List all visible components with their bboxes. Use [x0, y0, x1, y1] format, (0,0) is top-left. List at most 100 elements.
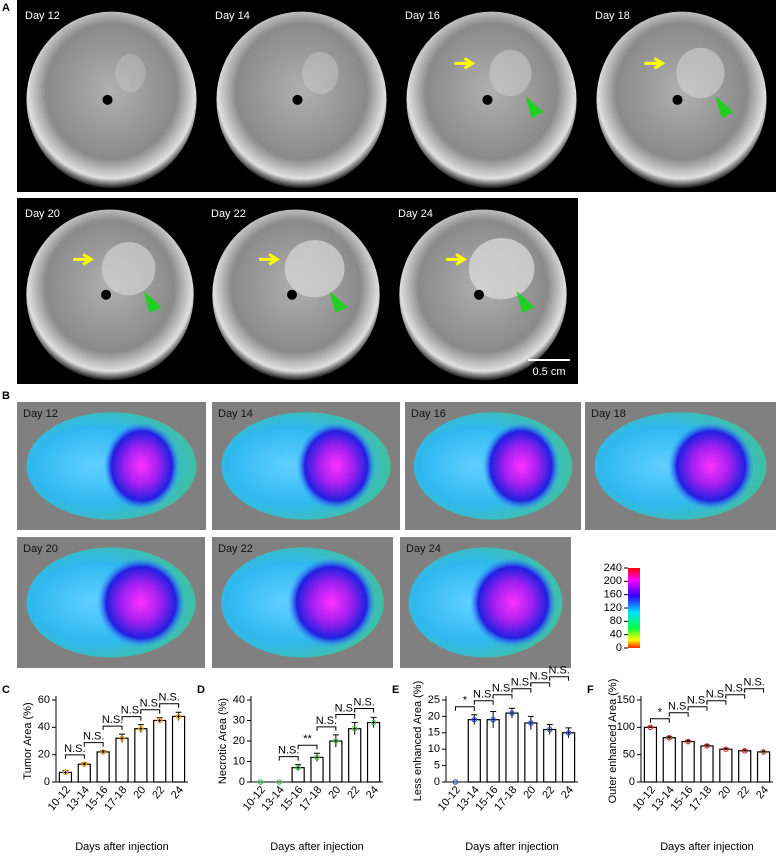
x-tick-label: 22 — [150, 784, 167, 801]
bar — [505, 712, 519, 783]
map-tumor — [103, 422, 180, 510]
data-point — [509, 710, 515, 716]
sig-bracket — [335, 714, 356, 719]
arrowhead — [715, 96, 734, 118]
mri-tumor — [302, 51, 339, 95]
map-tumor — [296, 422, 376, 510]
day-label: Day 22 — [211, 208, 246, 220]
sig-label: * — [658, 707, 663, 719]
sig-label: * — [463, 695, 468, 707]
data-point — [741, 748, 748, 754]
error-bar — [509, 707, 515, 719]
sig-bracket — [121, 716, 142, 721]
panel-label: A — [2, 2, 10, 14]
sig-label: N.S. — [121, 705, 142, 717]
data-point — [62, 769, 69, 776]
sig-label: N.S. — [725, 683, 746, 695]
y-tick-label: 100 — [617, 721, 635, 733]
x-axis-title: Days after injection — [270, 841, 364, 853]
sig-bracket — [725, 694, 746, 699]
data-point — [138, 725, 144, 732]
day-label: Day 14 — [218, 408, 253, 420]
y-tick-label: 20 — [38, 749, 50, 761]
day-label: Day 12 — [25, 10, 60, 22]
y-tick-label: 10 — [428, 743, 440, 755]
y-axis-title: Outer enhanced Area (%) — [607, 679, 619, 804]
data-point — [471, 716, 478, 723]
data-point — [257, 779, 264, 785]
bar — [134, 728, 148, 783]
sig-bracket — [530, 682, 551, 687]
sig-bracket — [354, 708, 375, 713]
sig-bracket — [159, 703, 180, 708]
colorbar-label: 120 — [604, 602, 622, 614]
arrow — [446, 253, 467, 266]
y-tick-label: 0 — [44, 776, 50, 788]
data-point — [760, 749, 767, 755]
mri-ventricle — [482, 94, 493, 105]
sig-label: ** — [303, 733, 312, 745]
sig-label: N.S. — [83, 730, 104, 742]
arrow — [73, 253, 94, 266]
error-bar — [471, 714, 478, 725]
data-point — [81, 761, 88, 768]
bar — [524, 722, 538, 783]
sig-bracket — [549, 676, 570, 681]
y-tick-label: 20 — [428, 710, 440, 722]
bar — [171, 715, 186, 783]
x-axis-title: Days after injection — [465, 841, 559, 853]
y-axis-title: Tumor Area (%) — [22, 702, 34, 779]
x-tick-label: 24 — [169, 784, 186, 801]
data-point — [370, 719, 377, 726]
sig-label: N.S. — [102, 714, 123, 726]
data-point — [704, 743, 710, 749]
error-bar — [546, 724, 553, 735]
sig-label: N.S. — [743, 677, 764, 689]
sig-bracket — [744, 688, 765, 693]
day-label: Day 18 — [595, 10, 630, 22]
panel-label: F — [587, 684, 594, 696]
y-tick-label: 50 — [623, 749, 635, 761]
x-tick-label: 24 — [754, 784, 771, 801]
error-bar — [370, 716, 377, 728]
sig-bracket — [668, 712, 689, 717]
bar — [561, 732, 576, 783]
sig-label: N.S. — [140, 698, 161, 710]
sig-label: N.S. — [64, 743, 85, 755]
error-bar — [490, 710, 497, 728]
data-point — [333, 738, 339, 744]
bar — [681, 740, 695, 783]
arrowhead — [329, 291, 348, 313]
data-point — [528, 720, 534, 726]
x-tick-label: 24 — [364, 784, 381, 801]
y-tick-label: 150 — [617, 694, 635, 706]
colorbar-label: 80 — [610, 615, 622, 627]
data-point — [314, 754, 320, 761]
colorbar-label: 160 — [604, 589, 622, 601]
data-point — [490, 716, 496, 723]
colorbar-label: 0 — [616, 642, 622, 654]
sig-label: N.S. — [687, 695, 708, 707]
day-label: Day 24 — [398, 208, 433, 220]
data-point — [452, 779, 459, 785]
panel-label: D — [197, 684, 205, 696]
x-tick-label: 20 — [716, 784, 733, 801]
sig-label: N.S. — [158, 692, 179, 704]
panel-label: E — [392, 684, 399, 696]
data-point — [666, 734, 673, 741]
y-tick-label: 5 — [434, 760, 440, 772]
arrowhead — [516, 291, 535, 313]
y-tick-label: 0 — [239, 776, 245, 788]
colorbar-label: 200 — [604, 575, 622, 587]
arrow — [454, 57, 476, 70]
data-point — [685, 738, 691, 745]
sig-label: N.S. — [492, 683, 513, 695]
sig-label: N.S. — [668, 701, 689, 713]
y-tick-label: 40 — [38, 721, 50, 733]
y-tick-label: 20 — [233, 735, 245, 747]
data-point — [546, 726, 553, 733]
day-label: Day 24 — [406, 543, 441, 555]
sig-bracket — [64, 754, 85, 759]
mri-tumor — [101, 242, 156, 296]
error-bar — [332, 734, 339, 748]
